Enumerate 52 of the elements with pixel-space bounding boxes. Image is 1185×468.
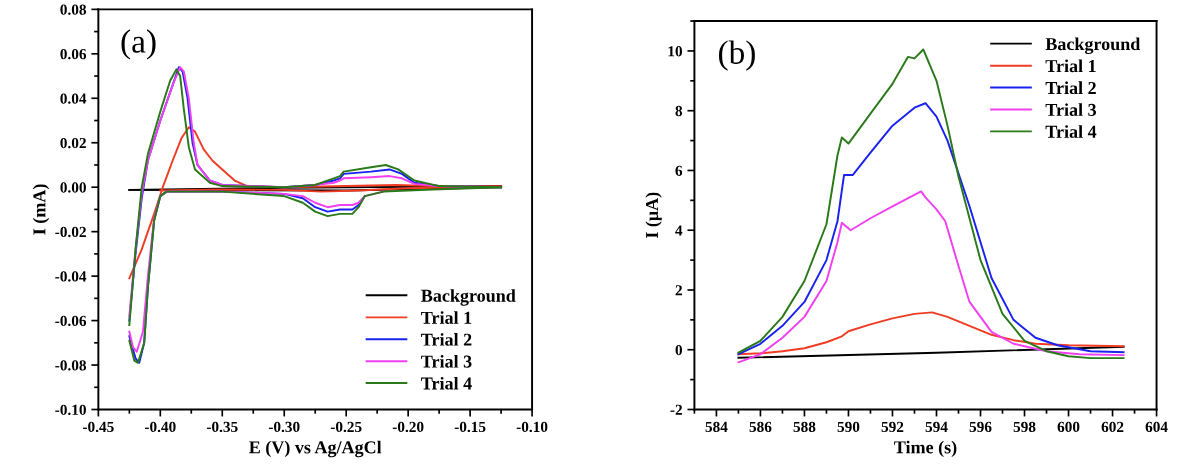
y-tick-label: 0.08 (60, 4, 87, 15)
x-tick-label: -0.40 (144, 421, 176, 433)
y-tick-label: 0 (675, 344, 683, 356)
y-tick-label: 10 (668, 46, 683, 57)
legend-label: Trial 2 (421, 333, 472, 346)
x-tick-label: 592 (881, 421, 904, 433)
y-axis-title: I (mA) (32, 184, 50, 235)
x-tick-label: -0.30 (268, 421, 300, 433)
x-tick-label: 594 (925, 421, 948, 433)
legend-label: Trial 3 (421, 354, 472, 368)
x-tick-label: 598 (1013, 421, 1036, 433)
y-axis-title: I (μA) (645, 192, 662, 239)
legend-label: Trial 4 (421, 376, 472, 390)
y-tick-label: -0.08 (55, 360, 87, 371)
legend-label: Trial 1 (421, 311, 472, 324)
annotation: (a) (121, 29, 156, 60)
legend-label: Trial 3 (1045, 103, 1097, 116)
x-tick-label: -0.45 (83, 421, 114, 433)
y-tick-label: -2 (670, 404, 682, 415)
y-tick-label: 4 (675, 225, 683, 236)
y-tick-label: 2 (675, 285, 682, 296)
x-tick-label: 588 (793, 421, 816, 433)
legend-label: Background (1045, 37, 1141, 54)
y-tick-label: -0.02 (55, 226, 86, 238)
y-tick-label: 8 (675, 105, 683, 117)
x-tick-label: 602 (1101, 421, 1124, 433)
x-tick-label: 600 (1057, 421, 1080, 433)
x-tick-label: 596 (969, 421, 992, 433)
legend-label: Trial 2 (1045, 81, 1096, 95)
x-tick-label: -0.20 (392, 421, 424, 433)
y-tick-label: 0.02 (60, 137, 86, 149)
y-tick-label: 0.00 (60, 182, 86, 193)
legend-label: Background (421, 289, 516, 306)
x-tick-label: -0.10 (516, 421, 548, 433)
x-tick-label: -0.25 (330, 421, 362, 433)
x-tick-label: 590 (837, 421, 860, 433)
x-tick-label: 586 (749, 421, 772, 433)
x-axis-title: Time (s) (894, 440, 957, 458)
legend-label: Trial 1 (1045, 59, 1096, 73)
x-tick-label: -0.15 (454, 421, 486, 433)
x-tick-label: 604 (1145, 421, 1168, 433)
legend-label: Trial 4 (1045, 125, 1097, 138)
annotation: (b) (718, 40, 755, 71)
y-tick-label: -0.06 (55, 315, 87, 327)
y-tick-label: -0.10 (55, 404, 86, 416)
y-tick-label: 0.06 (60, 48, 87, 60)
y-tick-label: -0.04 (55, 271, 87, 282)
y-tick-label: 0.04 (60, 93, 87, 104)
x-tick-label: -0.35 (206, 421, 238, 433)
x-axis-title: E (V) vs Ag/AgCl (249, 440, 382, 458)
y-tick-label: 6 (675, 165, 683, 176)
x-tick-label: 584 (705, 421, 728, 433)
